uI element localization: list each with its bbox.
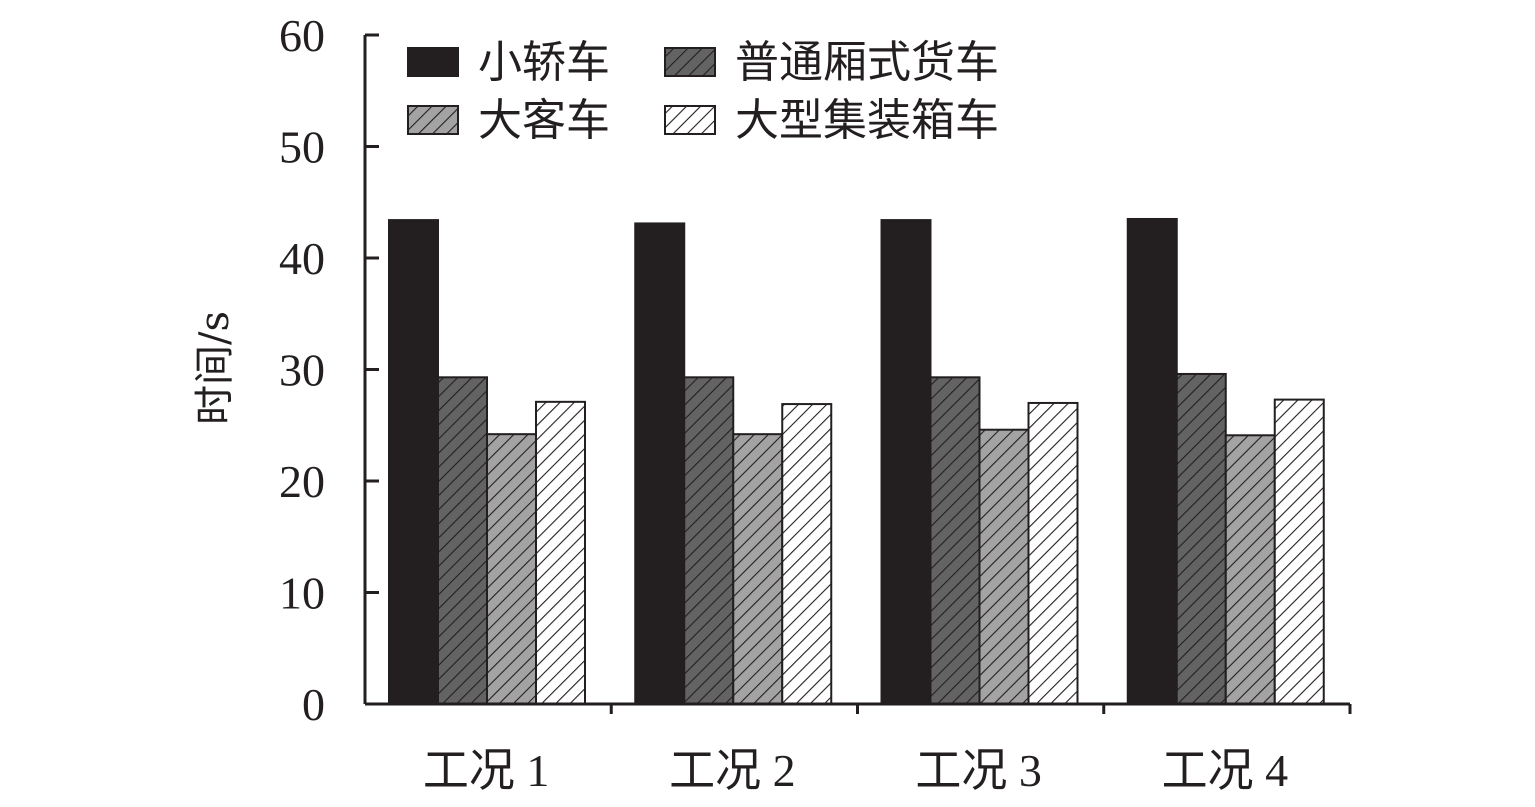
y-axis-title: 时间/s [192, 311, 238, 425]
legend-swatch [407, 105, 459, 135]
legend-swatch [664, 105, 716, 135]
legend-label: 普通厢式货车 [735, 37, 999, 88]
x-category-label: 工况 1 [423, 745, 550, 796]
bar-2-3 [732, 433, 784, 705]
y-tick-label: 40 [279, 233, 325, 284]
bar-1-3 [486, 433, 537, 705]
bar-1-2 [437, 376, 488, 705]
x-category-label: 工况 4 [1162, 745, 1289, 796]
bars-group [388, 217, 1325, 705]
bar-4-2 [1175, 372, 1227, 705]
legend-label: 大型集装箱车 [735, 95, 999, 146]
legend-swatch [407, 47, 459, 77]
y-tick-label: 0 [302, 679, 325, 730]
bar-3-4 [1027, 401, 1079, 705]
y-tick-label: 50 [279, 122, 325, 173]
bar-2-2 [683, 376, 735, 705]
bar-4-1 [1126, 217, 1178, 705]
legend-label: 小轿车 [478, 37, 610, 88]
y-tick-label: 20 [279, 456, 325, 507]
legend-swatch [664, 47, 716, 77]
bar-2-1 [634, 222, 686, 705]
x-category-label: 工况 2 [669, 745, 796, 796]
bar-4-4 [1273, 398, 1325, 705]
bar-4-3 [1224, 434, 1276, 705]
bar-3-2 [929, 376, 981, 705]
legend-label: 大客车 [478, 95, 610, 146]
y-tick-label: 30 [279, 345, 325, 396]
x-category-label: 工况 3 [915, 745, 1042, 796]
y-tick-label: 60 [279, 10, 325, 61]
x-categories-group: 工况 1 工况 2 工况 3 工况 4 [423, 745, 1288, 796]
bar-2-4 [781, 403, 833, 705]
bar-3-3 [978, 428, 1030, 705]
bar-1-4 [535, 400, 586, 705]
y-ticks-group: 0 10 20 30 40 50 60 [279, 10, 379, 730]
y-tick-label: 10 [279, 568, 325, 619]
bar-1-1 [388, 219, 439, 705]
bar-3-1 [880, 219, 932, 705]
